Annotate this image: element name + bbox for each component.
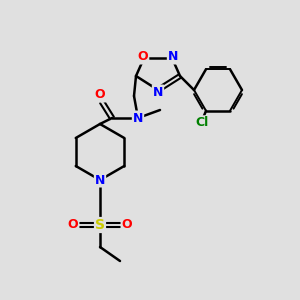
Text: Cl: Cl: [195, 116, 208, 129]
Text: O: O: [122, 218, 132, 232]
Text: S: S: [95, 218, 105, 232]
Text: O: O: [138, 50, 148, 64]
Text: O: O: [68, 218, 78, 232]
Text: N: N: [168, 50, 178, 64]
Text: N: N: [133, 112, 143, 124]
Text: N: N: [95, 173, 105, 187]
Text: O: O: [95, 88, 105, 101]
Text: N: N: [153, 85, 163, 98]
